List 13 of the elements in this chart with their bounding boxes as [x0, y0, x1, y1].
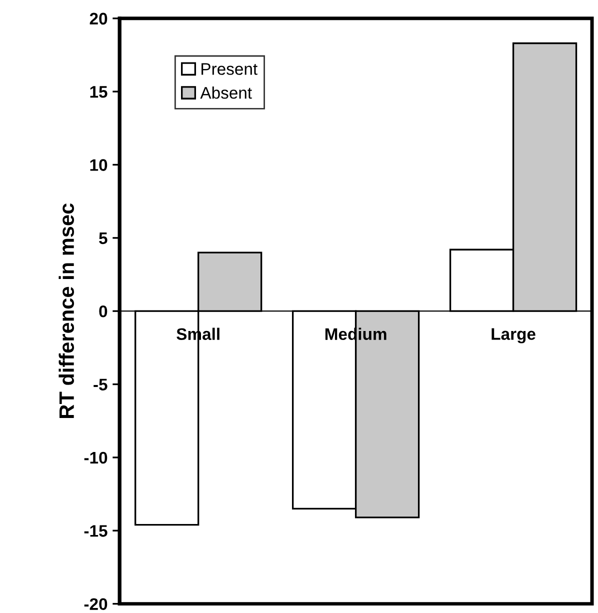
y-tick-label: -5 [94, 378, 108, 390]
y-tick-label: 10 [90, 159, 108, 171]
y-tick-label: -20 [84, 598, 108, 610]
y-tick-label: 5 [99, 232, 108, 244]
y-tick-label: -10 [84, 452, 108, 464]
y-tick-label: 20 [90, 12, 108, 25]
x-tick-label: Large [492, 328, 536, 344]
legend-label: Present [202, 63, 258, 75]
legend-label: Absent [200, 86, 252, 99]
y-axis-title: RT difference in msec [58, 203, 74, 418]
y-tick-label: 0 [99, 306, 108, 318]
y-tick-label: -15 [84, 525, 108, 537]
y-tick-label: 15 [90, 86, 108, 98]
